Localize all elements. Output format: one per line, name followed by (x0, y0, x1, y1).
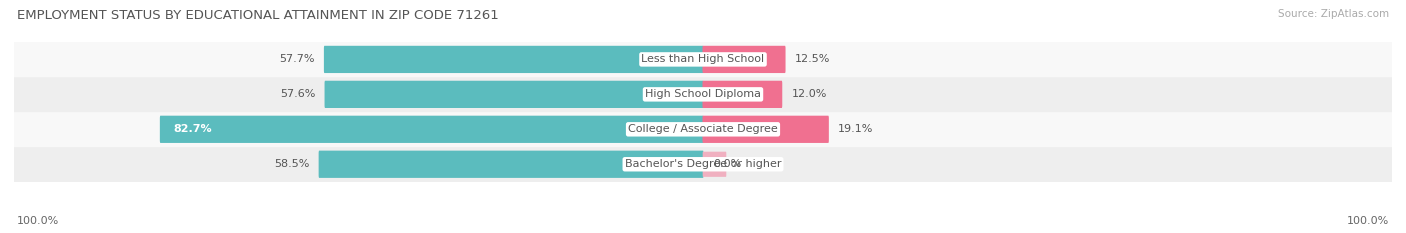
FancyBboxPatch shape (160, 116, 703, 143)
Text: 12.0%: 12.0% (792, 89, 827, 99)
Text: Less than High School: Less than High School (641, 55, 765, 64)
Text: 57.6%: 57.6% (280, 89, 315, 99)
Legend: In Labor Force, Unemployed: In Labor Force, Unemployed (605, 230, 801, 233)
Text: 100.0%: 100.0% (17, 216, 59, 226)
Text: Bachelor's Degree or higher: Bachelor's Degree or higher (624, 159, 782, 169)
Text: 100.0%: 100.0% (1347, 216, 1389, 226)
Text: 82.7%: 82.7% (173, 124, 212, 134)
FancyBboxPatch shape (703, 116, 830, 143)
FancyBboxPatch shape (319, 151, 703, 178)
FancyBboxPatch shape (325, 81, 703, 108)
Text: 12.5%: 12.5% (794, 55, 830, 64)
Text: 0.0%: 0.0% (713, 159, 741, 169)
FancyBboxPatch shape (703, 46, 786, 73)
FancyBboxPatch shape (323, 46, 703, 73)
Text: 58.5%: 58.5% (274, 159, 309, 169)
FancyBboxPatch shape (14, 76, 1392, 112)
Text: High School Diploma: High School Diploma (645, 89, 761, 99)
FancyBboxPatch shape (703, 81, 782, 108)
Text: Source: ZipAtlas.com: Source: ZipAtlas.com (1278, 9, 1389, 19)
FancyBboxPatch shape (14, 147, 1392, 182)
FancyBboxPatch shape (14, 112, 1392, 147)
Text: College / Associate Degree: College / Associate Degree (628, 124, 778, 134)
Text: 57.7%: 57.7% (278, 55, 315, 64)
Text: EMPLOYMENT STATUS BY EDUCATIONAL ATTAINMENT IN ZIP CODE 71261: EMPLOYMENT STATUS BY EDUCATIONAL ATTAINM… (17, 9, 499, 22)
FancyBboxPatch shape (14, 41, 1392, 77)
FancyBboxPatch shape (703, 152, 727, 177)
Text: 19.1%: 19.1% (838, 124, 873, 134)
